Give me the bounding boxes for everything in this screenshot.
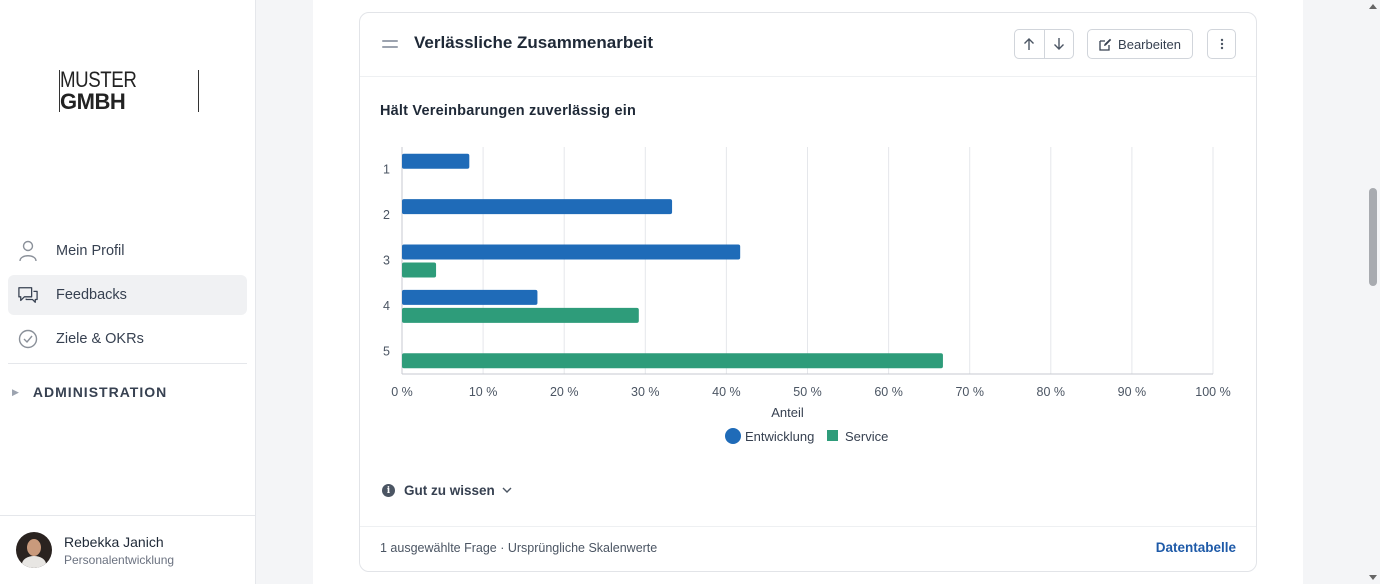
x-tick-label: 0 % (391, 385, 413, 399)
legend-marker-service (827, 430, 838, 441)
legend-label-entwicklung: Entwicklung (745, 429, 814, 444)
move-buttons (1014, 29, 1074, 59)
bar-entwicklung-3 (402, 244, 741, 260)
drag-handle-icon[interactable] (382, 40, 398, 52)
logo-text-gmbh: GMBH (60, 89, 126, 114)
bar-chart: 0 % 10 % 20 % 30 % 40 % 50 % 60 % 70 % 80 % 90 % 1… (383, 147, 1231, 444)
nav-item-label: Feedbacks (56, 287, 127, 303)
chat-icon (18, 285, 38, 305)
nav-item-feedbacks[interactable]: Feedbacks (8, 275, 247, 315)
bar-service-4 (402, 307, 639, 323)
x-tick-label: 70 % (955, 385, 984, 399)
sidebar: MUSTERGMBH Mein Profil Feedbacks Ziele &… (0, 0, 256, 584)
good-to-know-toggle[interactable]: i Gut zu wissen (382, 483, 512, 498)
nav-item-ziele-okrs[interactable]: Ziele & OKRs (8, 319, 247, 359)
bar-entwicklung-1 (402, 153, 470, 169)
x-axis-label: Anteil (771, 405, 804, 420)
x-tick-label: 90 % (1118, 385, 1147, 399)
scroll-up-arrow-icon[interactable] (1369, 4, 1377, 9)
x-tick-label: 10 % (469, 385, 498, 399)
footer-info: 1 ausgewählte Frage · Ursprüngliche Skal… (380, 541, 658, 555)
nav-item-label: Mein Profil (56, 243, 125, 259)
move-down-button[interactable] (1043, 30, 1074, 58)
scroll-down-arrow-icon[interactable] (1369, 575, 1377, 580)
bar-entwicklung-4 (402, 289, 538, 305)
user-icon (18, 240, 38, 262)
more-vertical-icon (1220, 38, 1223, 50)
edit-button-label: Bearbeiten (1118, 36, 1181, 52)
card-header: Verlässliche Zusammenarbeit Bearbeiten (360, 13, 1256, 77)
arrow-up-icon (1024, 38, 1035, 50)
card-title: Verlässliche Zusammenarbeit (414, 33, 654, 52)
nav-divider (8, 363, 247, 364)
chevron-down-icon (502, 487, 512, 493)
data-table-link[interactable]: Datentabelle (1155, 540, 1236, 555)
x-tick-label: 50 % (793, 385, 822, 399)
card-footer: 1 ausgewählte Frage · Ursprüngliche Skal… (360, 526, 1256, 571)
legend-marker-entwicklung (725, 428, 741, 444)
move-up-button[interactable] (1015, 30, 1044, 58)
legend-label-service: Service (845, 429, 888, 444)
y-tick-label: 2 (383, 208, 390, 222)
user-profile[interactable]: Rebekka Janich Personalentwicklung (0, 515, 255, 584)
edit-button[interactable]: Bearbeiten (1087, 29, 1193, 59)
administration-label: ADMINISTRATION (32, 384, 168, 400)
good-to-know-label: Gut zu wissen (404, 483, 495, 498)
administration-toggle[interactable]: ▶ ADMINISTRATION (12, 384, 167, 400)
nav-item-label: Ziele & OKRs (56, 331, 144, 347)
arrow-down-icon (1053, 38, 1064, 50)
info-icon: i (382, 484, 395, 497)
user-name: Rebekka Janich (64, 533, 164, 550)
x-tick-label: 80 % (1037, 385, 1066, 399)
nav-item-mein-profil[interactable]: Mein Profil (8, 231, 247, 271)
y-tick-label: 1 (383, 163, 390, 177)
main-nav: Mein Profil Feedbacks Ziele & OKRs (8, 231, 247, 363)
scrollbar[interactable] (1366, 0, 1380, 584)
question-card: Verlässliche Zusammenarbeit Bearbeiten H… (359, 12, 1257, 572)
y-tick-label: 4 (383, 299, 390, 313)
x-tick-label: 40 % (712, 385, 741, 399)
logo-text-muster: MUSTER (60, 67, 137, 92)
bar-entwicklung-2 (402, 199, 673, 215)
more-options-button[interactable] (1207, 29, 1236, 59)
company-logo[interactable]: MUSTERGMBH (59, 67, 199, 114)
caret-right-icon: ▶ (12, 386, 19, 397)
avatar (16, 532, 52, 568)
y-tick-label: 3 (383, 254, 390, 268)
x-tick-label: 30 % (631, 385, 660, 399)
check-circle-icon (18, 329, 38, 349)
pencil-icon (1099, 38, 1112, 51)
user-role: Personalentwicklung (64, 552, 175, 567)
x-tick-label: 60 % (874, 385, 903, 399)
question-title: Hält Vereinbarungen zuverlässig ein (380, 103, 636, 119)
x-tick-label: 20 % (550, 385, 579, 399)
scrollbar-thumb[interactable] (1369, 188, 1377, 286)
y-tick-label: 5 (383, 344, 390, 358)
bar-service-3 (402, 262, 437, 278)
x-tick-label: 100 % (1195, 385, 1230, 399)
bar-service-5 (402, 353, 943, 369)
